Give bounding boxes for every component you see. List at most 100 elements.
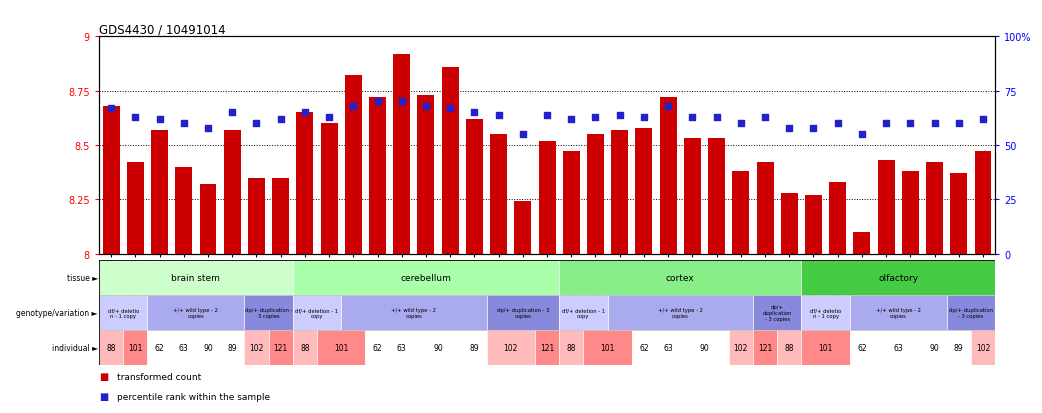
Text: tissue ►: tissue ► xyxy=(67,273,98,282)
Bar xyxy=(850,330,874,366)
Text: cerebellum: cerebellum xyxy=(400,273,451,282)
Point xyxy=(345,103,362,110)
Text: 63: 63 xyxy=(397,344,406,352)
Bar xyxy=(269,330,293,366)
Bar xyxy=(902,171,919,254)
Bar xyxy=(151,131,168,254)
Text: dp/+ duplication
- 3 copies: dp/+ duplication - 3 copies xyxy=(949,307,993,318)
Text: ■: ■ xyxy=(99,391,108,401)
Point xyxy=(756,114,773,121)
Text: df/+ deletion - 1
copy: df/+ deletion - 1 copy xyxy=(562,307,605,318)
Text: 89: 89 xyxy=(470,344,479,352)
Text: 102: 102 xyxy=(734,344,748,352)
Text: +/+ wild type - 2
copies: +/+ wild type - 2 copies xyxy=(392,307,437,318)
Text: percentile rank within the sample: percentile rank within the sample xyxy=(117,392,270,401)
Text: df/+ deletion - 1
copy: df/+ deletion - 1 copy xyxy=(295,307,339,318)
Bar xyxy=(244,295,293,330)
Bar xyxy=(390,330,414,366)
Bar xyxy=(102,107,120,254)
Bar xyxy=(974,152,992,254)
Text: +/+ wild type - 2
copies: +/+ wild type - 2 copies xyxy=(173,307,219,318)
Bar xyxy=(584,330,631,366)
Point xyxy=(950,121,967,127)
Bar xyxy=(293,295,341,330)
Point xyxy=(877,121,894,127)
Bar xyxy=(414,330,463,366)
Point xyxy=(151,116,168,123)
Text: 90: 90 xyxy=(929,344,940,352)
Bar xyxy=(196,330,220,366)
Point xyxy=(394,99,411,106)
Point xyxy=(175,121,192,127)
Text: 121: 121 xyxy=(540,344,554,352)
Bar xyxy=(393,55,411,254)
Point xyxy=(369,99,386,106)
Bar xyxy=(947,295,995,330)
Bar xyxy=(321,124,338,254)
Text: ■: ■ xyxy=(99,371,108,381)
Bar xyxy=(560,330,584,366)
Bar xyxy=(971,330,995,366)
Bar xyxy=(244,330,269,366)
Bar xyxy=(123,330,147,366)
Text: dp/+ duplication -
3 copies: dp/+ duplication - 3 copies xyxy=(245,307,292,318)
Bar xyxy=(175,167,192,254)
Text: 89: 89 xyxy=(954,344,964,352)
Text: dp/+
duplication
- 3 copies: dp/+ duplication - 3 copies xyxy=(763,304,792,321)
Bar xyxy=(801,295,850,330)
Point xyxy=(297,110,314,116)
Bar xyxy=(733,171,749,254)
Bar xyxy=(660,98,676,254)
Bar xyxy=(656,330,680,366)
Bar xyxy=(199,185,217,254)
Text: dp/+ duplication - 3
copies: dp/+ duplication - 3 copies xyxy=(497,307,549,318)
Bar xyxy=(99,330,123,366)
Text: 101: 101 xyxy=(128,344,143,352)
Bar xyxy=(369,98,386,254)
Point xyxy=(539,112,555,119)
Bar xyxy=(442,68,458,254)
Bar xyxy=(490,135,507,254)
Bar xyxy=(487,330,535,366)
Bar xyxy=(753,330,777,366)
Bar xyxy=(296,113,314,254)
Bar xyxy=(248,178,265,254)
Point xyxy=(563,116,579,123)
Point xyxy=(733,121,749,127)
Point xyxy=(491,112,507,119)
Bar xyxy=(777,330,801,366)
Point xyxy=(636,114,652,121)
Text: 63: 63 xyxy=(893,344,903,352)
Bar xyxy=(220,330,244,366)
Text: genotype/variation ►: genotype/variation ► xyxy=(17,309,98,317)
Point xyxy=(926,121,943,127)
Bar xyxy=(293,330,317,366)
Bar xyxy=(780,193,798,254)
Text: df/+ deletio
n - 1 copy: df/+ deletio n - 1 copy xyxy=(107,307,139,318)
Text: 88: 88 xyxy=(567,344,576,352)
Point xyxy=(974,116,991,123)
Text: 121: 121 xyxy=(758,344,772,352)
Text: 101: 101 xyxy=(600,344,615,352)
Bar xyxy=(805,195,822,254)
Text: 90: 90 xyxy=(433,344,443,352)
Bar xyxy=(728,330,753,366)
Bar xyxy=(926,163,943,254)
Bar xyxy=(756,163,773,254)
Point xyxy=(805,125,822,131)
Text: transformed count: transformed count xyxy=(117,372,201,381)
Bar xyxy=(560,260,801,295)
Text: 63: 63 xyxy=(664,344,673,352)
Bar xyxy=(147,330,172,366)
Text: individual ►: individual ► xyxy=(52,344,98,352)
Point xyxy=(684,114,700,121)
Bar xyxy=(463,330,487,366)
Point xyxy=(587,114,603,121)
Bar xyxy=(317,330,366,366)
Bar xyxy=(680,330,728,366)
Point xyxy=(418,103,435,110)
Text: 102: 102 xyxy=(249,344,264,352)
Bar xyxy=(874,330,922,366)
Text: cortex: cortex xyxy=(666,273,695,282)
Point xyxy=(321,114,338,121)
